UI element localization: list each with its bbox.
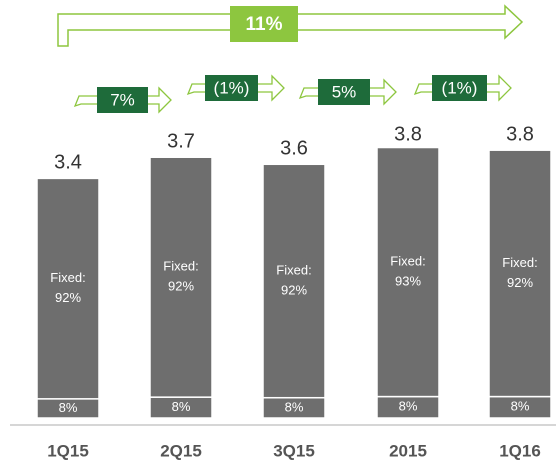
change-label: 7% xyxy=(110,90,135,109)
x-tick-label: 1Q16 xyxy=(499,441,541,460)
segment-label: 8% xyxy=(59,400,78,415)
change-label: 5% xyxy=(332,82,357,101)
change-box xyxy=(432,75,487,101)
segment-label: 92% xyxy=(55,290,81,305)
total-label: 3.4 xyxy=(54,152,82,174)
x-tick-label: 1Q15 xyxy=(47,441,89,460)
segment-label: 92% xyxy=(507,275,533,290)
segment-label: 8% xyxy=(399,399,418,414)
segment-name: Fixed: xyxy=(502,255,537,270)
x-tick-label: 2Q15 xyxy=(160,441,202,460)
overall-change: 11% xyxy=(246,14,283,35)
bar-segment xyxy=(488,149,552,398)
segment-name: Fixed: xyxy=(276,262,311,277)
segment-name: Fixed: xyxy=(390,253,425,268)
x-tick-label: 3Q15 xyxy=(273,441,315,460)
segment-label: 92% xyxy=(168,279,194,294)
overall-box xyxy=(230,6,298,42)
segment-label: 8% xyxy=(285,399,304,414)
segment-name: Fixed: xyxy=(163,259,198,274)
change-box xyxy=(205,75,258,101)
bar-segment xyxy=(149,156,213,398)
segment-label: 8% xyxy=(172,399,191,414)
bar-segment xyxy=(376,146,440,398)
total-label: 3.7 xyxy=(167,131,195,153)
segment-label: 93% xyxy=(395,273,421,288)
segment-name: Fixed: xyxy=(50,270,85,285)
change-box xyxy=(97,87,148,113)
segment-label: 8% xyxy=(511,399,530,414)
x-tick-label: 2015 xyxy=(389,441,427,460)
bar-segment xyxy=(36,177,100,400)
change-label: (1%) xyxy=(442,78,478,97)
segment-label: 92% xyxy=(281,282,307,297)
change-box xyxy=(318,79,370,105)
total-label: 3.6 xyxy=(280,138,308,160)
total-label: 3.8 xyxy=(394,123,422,145)
total-label: 3.8 xyxy=(506,123,534,145)
change-label: (1%) xyxy=(214,78,250,97)
bar-segment xyxy=(262,163,326,399)
